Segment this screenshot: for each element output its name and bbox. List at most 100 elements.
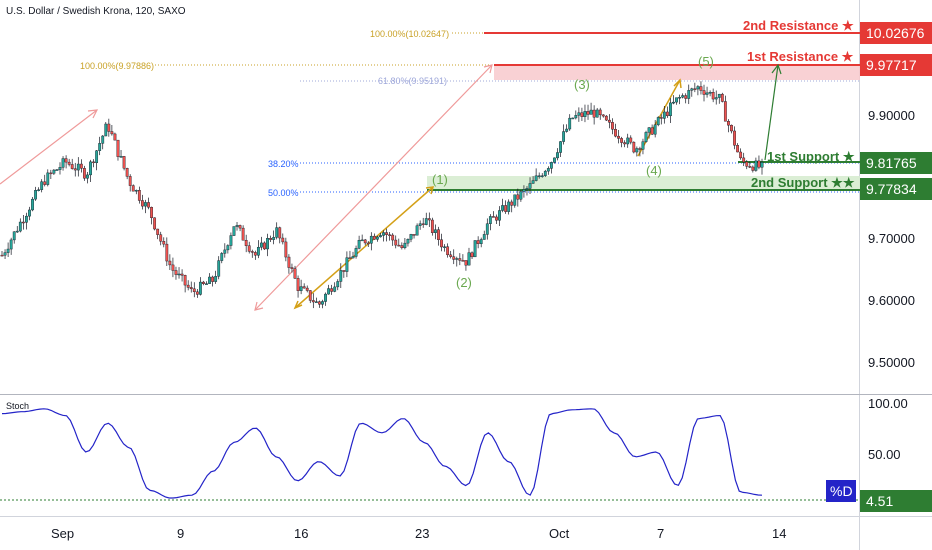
candle-body bbox=[577, 112, 581, 116]
candle-body bbox=[742, 157, 746, 163]
candle-body bbox=[25, 215, 28, 223]
candle-body bbox=[189, 287, 193, 290]
candle-body bbox=[586, 111, 590, 115]
candle-body bbox=[595, 109, 599, 118]
candle-body bbox=[467, 252, 471, 266]
candle-body bbox=[556, 152, 559, 159]
candle-body bbox=[40, 181, 44, 190]
candle-body bbox=[336, 281, 340, 288]
level-label-1st-support: 1st Support ★ bbox=[767, 149, 855, 164]
candle-body bbox=[495, 216, 498, 221]
candle-body bbox=[174, 270, 178, 275]
candle-body bbox=[156, 228, 160, 235]
price-axis[interactable]: 9.90000 9.70000 9.60000 9.50000 bbox=[868, 108, 915, 370]
candle-body bbox=[223, 249, 227, 254]
candle-body bbox=[134, 190, 138, 192]
candle-body bbox=[198, 281, 202, 295]
candle-body bbox=[101, 135, 105, 144]
tag-2nd-support-value: 9.77834 bbox=[866, 181, 917, 197]
candle-body bbox=[58, 167, 62, 170]
candle-body bbox=[485, 223, 489, 235]
candle-body bbox=[76, 163, 80, 171]
x-tick-sep: Sep bbox=[51, 526, 74, 541]
candle-body bbox=[6, 248, 10, 253]
candle-body bbox=[430, 219, 434, 233]
candle-body bbox=[546, 168, 550, 172]
candle-body bbox=[510, 201, 514, 206]
candle-body bbox=[693, 88, 697, 90]
candle-body bbox=[293, 268, 297, 279]
candle-body bbox=[308, 290, 312, 301]
tag-2nd-support bbox=[860, 178, 932, 200]
candle-body bbox=[46, 172, 50, 185]
candle-body bbox=[165, 243, 169, 262]
candle-body bbox=[455, 258, 459, 260]
candle-body bbox=[208, 276, 211, 284]
candle-body bbox=[247, 245, 251, 252]
stoch-value-text: 4.51 bbox=[866, 493, 893, 509]
candle-body bbox=[568, 117, 572, 130]
candle-body bbox=[9, 239, 13, 250]
y-tick-960: 9.60000 bbox=[868, 293, 915, 308]
candle-body bbox=[119, 156, 123, 158]
candle-body bbox=[116, 139, 120, 157]
candle-body bbox=[281, 237, 285, 243]
candle-body bbox=[415, 225, 419, 236]
candle-body bbox=[571, 117, 575, 120]
candle-body bbox=[110, 131, 114, 135]
candle-body bbox=[504, 205, 508, 212]
candle-body bbox=[192, 288, 196, 293]
candle-body bbox=[107, 123, 111, 132]
candle-body bbox=[162, 241, 166, 245]
candle-body bbox=[125, 168, 129, 177]
candle-body bbox=[226, 245, 230, 251]
candle-body bbox=[638, 148, 642, 150]
candle-body bbox=[537, 175, 541, 177]
x-tick-7: 7 bbox=[657, 526, 664, 541]
candle-body bbox=[98, 143, 102, 151]
x-tick-oct: Oct bbox=[549, 526, 570, 541]
candle-body bbox=[284, 241, 288, 258]
candle-body bbox=[647, 127, 651, 133]
candle-body bbox=[470, 252, 474, 258]
candle-body bbox=[644, 132, 648, 142]
candle-body bbox=[681, 95, 685, 98]
candle-body bbox=[607, 119, 611, 123]
candle-body bbox=[699, 86, 703, 91]
tag-1st-support-value: 9.81765 bbox=[866, 155, 917, 171]
candle-body bbox=[86, 174, 89, 179]
candle-body bbox=[534, 175, 538, 181]
candle-body bbox=[391, 234, 395, 241]
candle-body bbox=[553, 157, 556, 163]
stoch-tick-100: 100.00 bbox=[868, 396, 908, 411]
candle-body bbox=[754, 160, 758, 171]
candle-body bbox=[623, 142, 627, 145]
stoch-tick-50: 50.00 bbox=[868, 447, 901, 462]
candle-body bbox=[263, 242, 266, 250]
x-tick-16: 16 bbox=[294, 526, 308, 541]
candle-body bbox=[330, 288, 334, 292]
tag-1st-resistance bbox=[860, 54, 932, 76]
candle-body bbox=[617, 135, 620, 139]
candle-body bbox=[598, 109, 602, 116]
candle-body bbox=[266, 238, 269, 250]
candle-body bbox=[366, 242, 370, 245]
candle-body bbox=[479, 239, 483, 244]
time-axis[interactable]: Sep 9 16 23 Oct 7 14 bbox=[51, 526, 786, 541]
candle-body bbox=[83, 168, 86, 179]
candle-body bbox=[369, 235, 373, 244]
candle-body bbox=[318, 301, 321, 305]
candle-body bbox=[351, 256, 355, 259]
level-label-1st-resistance: 1st Resistance ★ bbox=[747, 49, 854, 64]
candle-body bbox=[543, 170, 547, 176]
candle-body bbox=[260, 242, 263, 248]
candle-body bbox=[669, 102, 672, 117]
candle-body bbox=[711, 92, 715, 100]
candle-body bbox=[687, 90, 691, 99]
candle-body bbox=[354, 248, 358, 257]
candlestick-series bbox=[0, 81, 764, 309]
wave-label-4: (4) bbox=[646, 163, 662, 178]
candle-body bbox=[604, 115, 608, 121]
candle-body bbox=[458, 258, 462, 261]
